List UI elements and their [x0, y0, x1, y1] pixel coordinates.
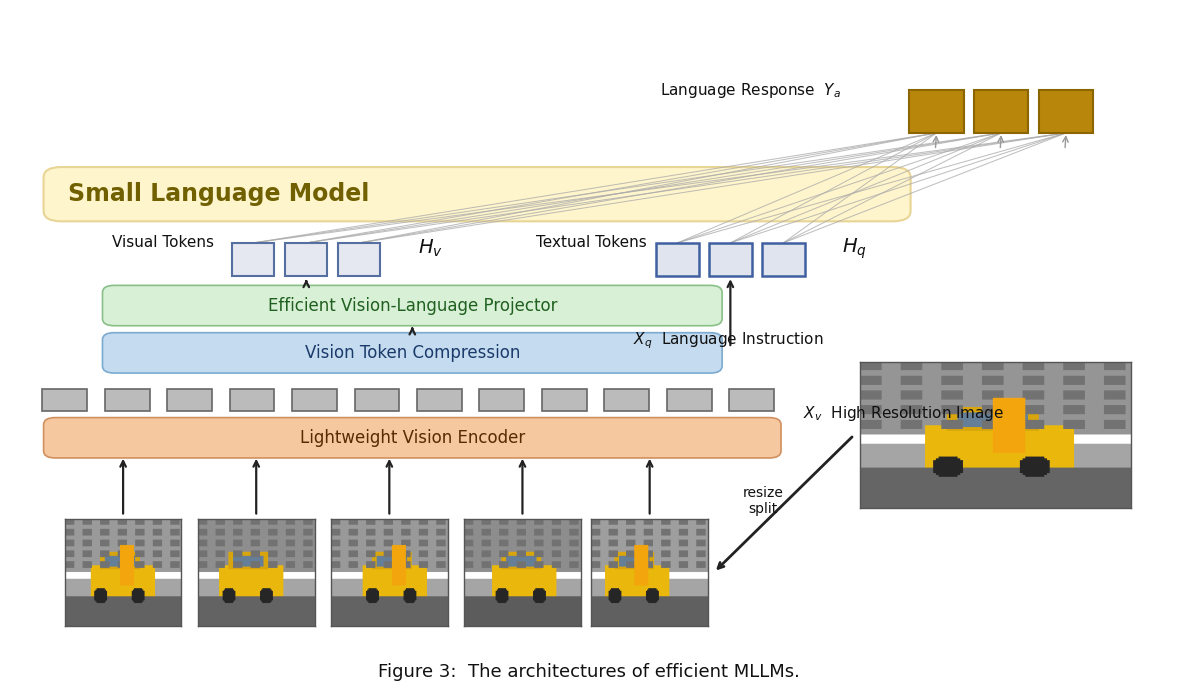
Bar	[355, 389, 399, 411]
Bar	[167, 389, 212, 411]
Bar	[667, 389, 712, 411]
Bar	[909, 90, 964, 133]
Bar	[762, 243, 805, 276]
Text: $H_q$: $H_q$	[842, 236, 867, 261]
Bar	[479, 389, 524, 411]
Text: Figure 3:  The architectures of efficient MLLMs.: Figure 3: The architectures of efficient…	[378, 663, 800, 681]
Bar	[338, 243, 380, 276]
Bar	[542, 389, 587, 411]
FancyBboxPatch shape	[44, 418, 781, 458]
Text: $H_v$: $H_v$	[418, 238, 443, 259]
Bar	[232, 243, 274, 276]
Text: $X_v$  High Resolution Image: $X_v$ High Resolution Image	[803, 404, 1005, 423]
Bar	[604, 389, 649, 411]
Text: Lightweight Vision Encoder: Lightweight Vision Encoder	[299, 429, 525, 447]
Text: resize
split: resize split	[743, 486, 783, 516]
Text: $X_q$  Language Instruction: $X_q$ Language Instruction	[633, 331, 823, 351]
Text: Small Language Model: Small Language Model	[68, 182, 370, 206]
Bar	[285, 243, 327, 276]
Bar	[729, 389, 774, 411]
Text: Visual Tokens: Visual Tokens	[112, 235, 214, 251]
Text: Efficient Vision-Language Projector: Efficient Vision-Language Projector	[267, 296, 557, 315]
Bar	[974, 90, 1028, 133]
Text: Vision Token Compression: Vision Token Compression	[305, 344, 519, 362]
FancyBboxPatch shape	[102, 333, 722, 373]
Bar	[230, 389, 274, 411]
FancyBboxPatch shape	[44, 167, 911, 221]
Bar	[42, 389, 87, 411]
Bar	[709, 243, 752, 276]
Bar	[105, 389, 150, 411]
Bar	[1039, 90, 1093, 133]
Text: Textual Tokens: Textual Tokens	[536, 235, 647, 251]
Bar	[656, 243, 699, 276]
FancyBboxPatch shape	[102, 285, 722, 326]
Bar	[417, 389, 462, 411]
Bar	[292, 389, 337, 411]
Text: Language Response  $Y_a$: Language Response $Y_a$	[660, 81, 841, 100]
